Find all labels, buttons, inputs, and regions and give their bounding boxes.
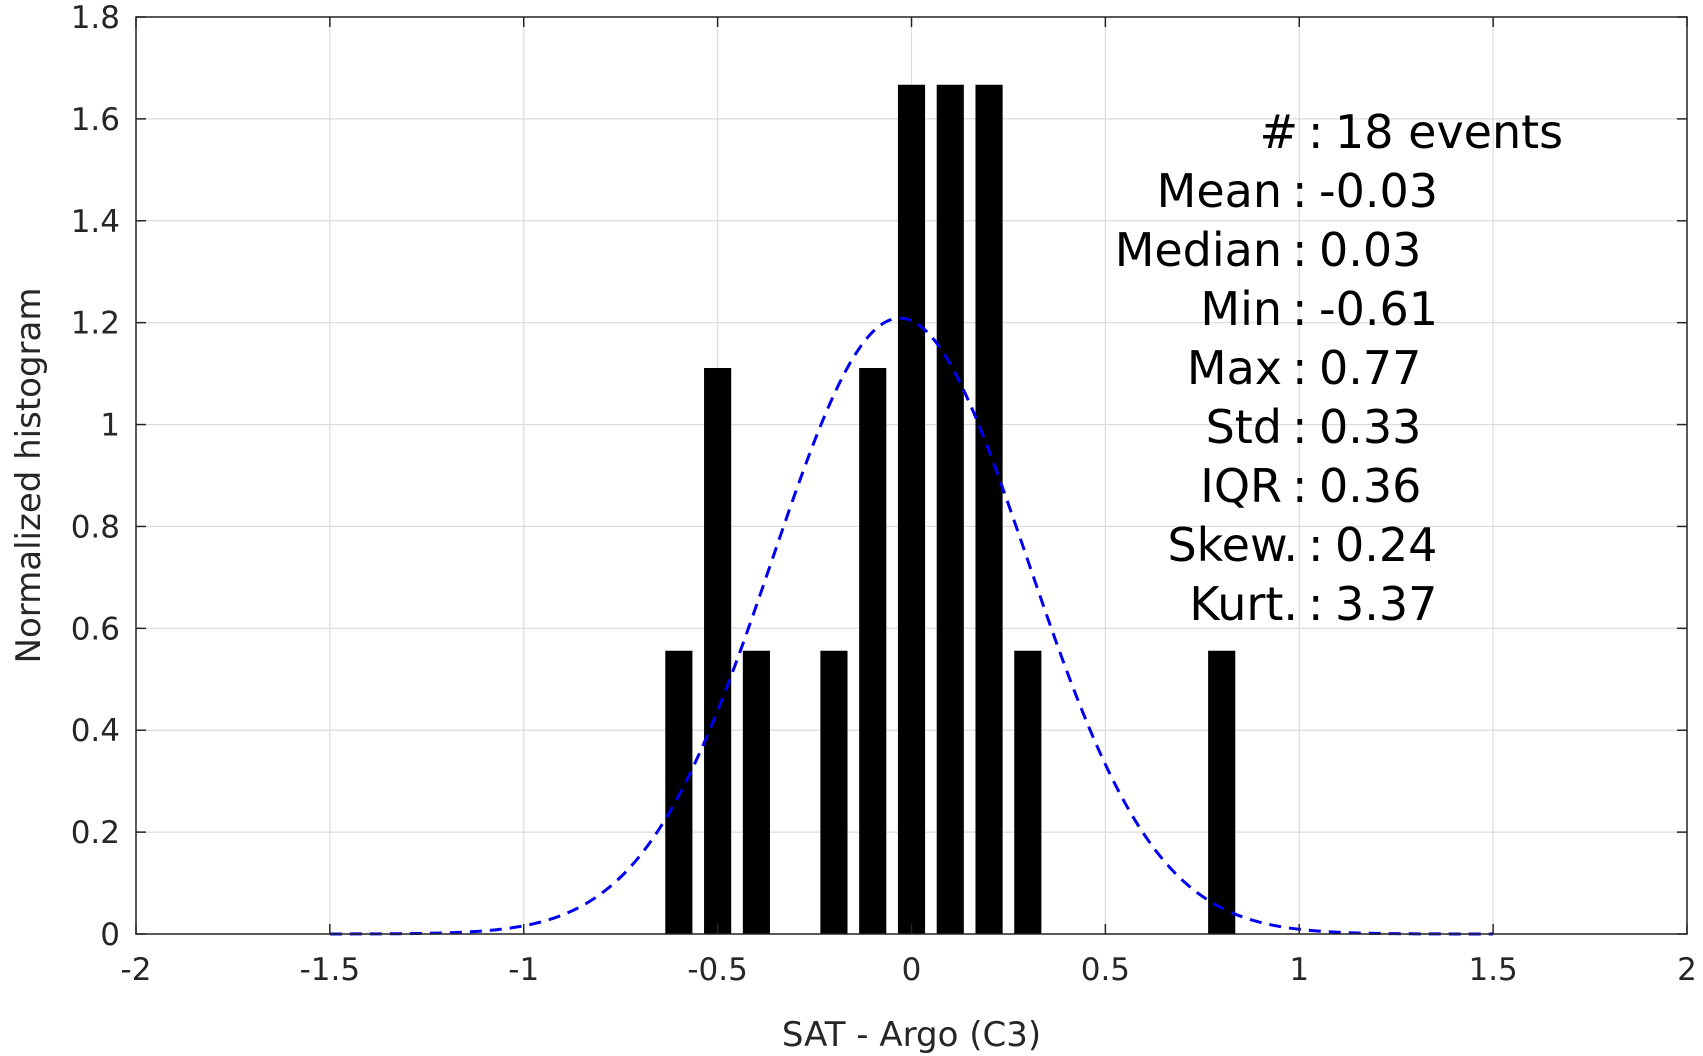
stat-label: # bbox=[1259, 105, 1298, 159]
x-tick-label: -1.5 bbox=[300, 952, 361, 988]
y-tick-label: 1.2 bbox=[71, 306, 120, 342]
stat-value: 18 events bbox=[1335, 105, 1563, 159]
y-tick-label: 1 bbox=[100, 408, 120, 444]
stat-colon: : bbox=[1292, 164, 1308, 218]
stat-label: Kurt. bbox=[1189, 577, 1298, 631]
stat-value: 0.03 bbox=[1319, 223, 1421, 277]
stat-value: -0.03 bbox=[1319, 164, 1438, 218]
stat-colon: : bbox=[1292, 223, 1308, 277]
stat-colon: : bbox=[1308, 105, 1324, 159]
histogram-bar bbox=[936, 84, 964, 935]
y-axis-title: Normalized histogram bbox=[9, 288, 49, 664]
x-tick-label: 2 bbox=[1677, 952, 1697, 988]
stat-colon: : bbox=[1308, 518, 1324, 572]
histogram-bar bbox=[859, 368, 887, 935]
y-tick-label: 1.6 bbox=[71, 102, 120, 138]
histogram-bar bbox=[820, 650, 848, 934]
stat-label: Std bbox=[1206, 400, 1282, 454]
stat-label: IQR bbox=[1200, 459, 1282, 513]
stat-value: 0.36 bbox=[1319, 459, 1421, 513]
histogram-bar bbox=[975, 84, 1003, 935]
x-axis-title: SAT - Argo (C3) bbox=[782, 1015, 1041, 1055]
stat-label: Max bbox=[1187, 341, 1282, 395]
histogram-bar bbox=[1014, 650, 1042, 934]
histogram-bar bbox=[1208, 650, 1236, 934]
stat-colon: : bbox=[1292, 341, 1308, 395]
stat-colon: : bbox=[1292, 282, 1308, 336]
stat-value: 3.37 bbox=[1335, 577, 1437, 631]
histogram-bars bbox=[665, 84, 1236, 935]
x-tick-label: 1.5 bbox=[1468, 952, 1517, 988]
x-tick-label: -2 bbox=[121, 952, 152, 988]
histogram-bar bbox=[897, 84, 926, 935]
x-tick-label: 0.5 bbox=[1081, 952, 1130, 988]
stat-colon: : bbox=[1292, 459, 1308, 513]
stat-label: Min bbox=[1200, 282, 1282, 336]
x-tick-label: 0 bbox=[902, 952, 922, 988]
axes-frame bbox=[135, 16, 1688, 935]
stat-colon: : bbox=[1308, 577, 1324, 631]
x-tick-label: 1 bbox=[1289, 952, 1309, 988]
stat-label: Skew. bbox=[1167, 518, 1298, 572]
stat-value: -0.61 bbox=[1319, 282, 1438, 336]
stat-value: 0.24 bbox=[1335, 518, 1437, 572]
stat-label: Mean bbox=[1157, 164, 1282, 218]
x-tick-label: -0.5 bbox=[687, 952, 748, 988]
y-tick-labels: 0 0.2 0.4 0.6 0.8 1 1.2 1.4 1.6 1.8 bbox=[71, 0, 120, 953]
stat-colon: : bbox=[1292, 400, 1308, 454]
stat-label: Median bbox=[1115, 223, 1282, 277]
x-tick-labels: -2 -1.5 -1 -0.5 0 0.5 1 1.5 2 bbox=[121, 952, 1697, 988]
y-tick-label: 1.4 bbox=[71, 204, 120, 240]
stat-value: 0.33 bbox=[1319, 400, 1421, 454]
x-tick-label: -1 bbox=[508, 952, 539, 988]
y-tick-label: 0.4 bbox=[71, 713, 120, 749]
stat-value: 0.77 bbox=[1319, 341, 1421, 395]
y-tick-label: 1.8 bbox=[71, 0, 120, 36]
y-tick-label: 0.6 bbox=[71, 611, 120, 647]
histogram-bar bbox=[704, 368, 732, 935]
y-tick-label: 0.8 bbox=[71, 509, 120, 545]
histogram-bar bbox=[742, 650, 770, 934]
y-tick-label: 0.2 bbox=[71, 815, 120, 851]
y-tick-label: 0 bbox=[100, 917, 120, 953]
